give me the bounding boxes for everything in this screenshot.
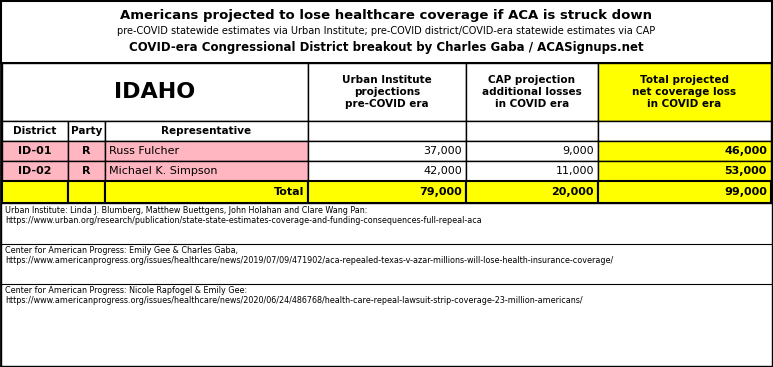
Text: R: R — [82, 166, 90, 176]
Bar — [1, 203, 772, 366]
Bar — [598, 121, 771, 141]
Text: ID-01: ID-01 — [19, 146, 52, 156]
Bar — [68, 121, 105, 141]
Text: IDAHO: IDAHO — [114, 82, 196, 102]
Text: 9,000: 9,000 — [563, 146, 594, 156]
Text: R: R — [82, 146, 90, 156]
Text: Center for American Progress: Nicole Rapfogel & Emily Gee:
https://www.americanp: Center for American Progress: Nicole Rap… — [5, 286, 583, 305]
Bar — [308, 181, 466, 203]
Bar — [598, 141, 771, 161]
Text: Total projected
net coverage loss
in COVID era: Total projected net coverage loss in COV… — [632, 75, 737, 109]
Bar — [308, 141, 466, 161]
Bar — [2, 141, 68, 161]
Bar — [2, 181, 68, 203]
Text: Urban Institute
projections
pre-COVID era: Urban Institute projections pre-COVID er… — [342, 75, 432, 109]
Bar — [308, 63, 466, 121]
Bar — [308, 161, 466, 181]
Text: CAP projection
additional losses
in COVID era: CAP projection additional losses in COVI… — [482, 75, 582, 109]
Text: 46,000: 46,000 — [724, 146, 767, 156]
Bar — [105, 181, 308, 203]
Text: Total: Total — [274, 187, 304, 197]
Bar — [105, 141, 308, 161]
Bar — [598, 161, 771, 181]
Bar — [68, 161, 105, 181]
Text: Michael K. Simpson: Michael K. Simpson — [109, 166, 217, 176]
Bar — [105, 121, 308, 141]
Bar — [105, 161, 308, 181]
Text: 37,000: 37,000 — [424, 146, 462, 156]
Bar — [308, 121, 466, 141]
Bar — [466, 121, 598, 141]
Bar — [598, 63, 771, 121]
Text: Russ Fulcher: Russ Fulcher — [109, 146, 179, 156]
Text: Party: Party — [71, 126, 102, 136]
Text: 20,000: 20,000 — [551, 187, 594, 197]
Text: COVID-era Congressional District breakout by Charles Gaba / ACASignups.net: COVID-era Congressional District breakou… — [129, 41, 644, 55]
Bar — [598, 181, 771, 203]
Bar — [466, 161, 598, 181]
Bar — [466, 141, 598, 161]
Bar — [68, 181, 105, 203]
Text: ID-02: ID-02 — [19, 166, 52, 176]
Text: 53,000: 53,000 — [724, 166, 767, 176]
Text: Representative: Representative — [162, 126, 251, 136]
Bar — [68, 141, 105, 161]
Bar — [2, 161, 68, 181]
Bar — [466, 63, 598, 121]
Text: Center for American Progress: Emily Gee & Charles Gaba,
https://www.americanprog: Center for American Progress: Emily Gee … — [5, 246, 613, 265]
Bar — [2, 63, 308, 121]
Bar — [2, 121, 68, 141]
Text: 79,000: 79,000 — [419, 187, 462, 197]
Text: District: District — [13, 126, 56, 136]
Bar — [466, 181, 598, 203]
Text: 42,000: 42,000 — [424, 166, 462, 176]
Bar — [1, 1, 772, 63]
Text: pre-COVID statewide estimates via Urban Institute; pre-COVID district/COVID-era : pre-COVID statewide estimates via Urban … — [117, 26, 656, 36]
Text: 99,000: 99,000 — [724, 187, 767, 197]
Text: Americans projected to lose healthcare coverage if ACA is struck down: Americans projected to lose healthcare c… — [121, 8, 652, 22]
Text: 11,000: 11,000 — [556, 166, 594, 176]
Text: Urban Institute: Linda J. Blumberg, Matthew Buettgens, John Holahan and Clare Wa: Urban Institute: Linda J. Blumberg, Matt… — [5, 206, 482, 225]
